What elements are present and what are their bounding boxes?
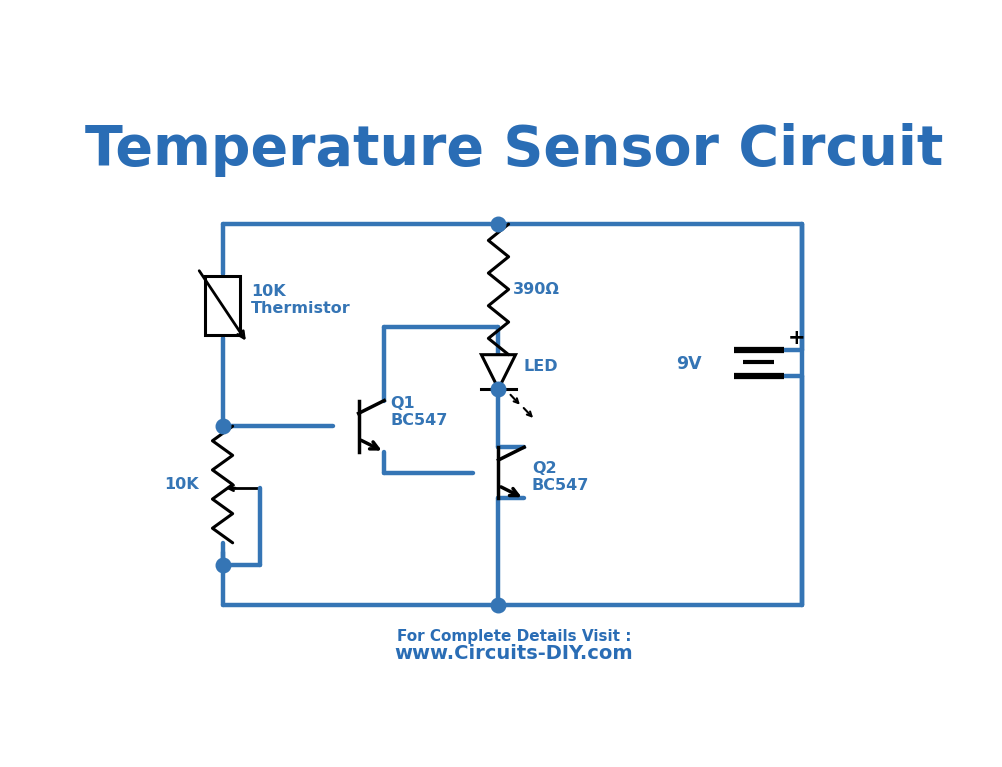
Text: 10K
Thermistor: 10K Thermistor <box>252 284 351 317</box>
Point <box>214 558 230 571</box>
Bar <box>205 276 239 335</box>
Text: For Complete Details Visit :: For Complete Details Visit : <box>397 629 630 644</box>
Point <box>490 383 506 395</box>
Text: LED: LED <box>523 359 557 374</box>
Text: www.Circuits-DIY.com: www.Circuits-DIY.com <box>395 644 632 663</box>
Text: +: + <box>787 328 805 348</box>
Polygon shape <box>481 354 515 389</box>
Point <box>490 218 506 230</box>
Text: Q2
BC547: Q2 BC547 <box>531 460 589 493</box>
Text: Q1
BC547: Q1 BC547 <box>390 396 447 429</box>
Text: 10K: 10K <box>164 477 198 492</box>
Text: 9V: 9V <box>675 355 700 373</box>
Point <box>214 420 230 433</box>
Point <box>490 599 506 611</box>
Text: 390Ω: 390Ω <box>512 282 559 297</box>
Text: Temperature Sensor Circuit: Temperature Sensor Circuit <box>85 123 942 177</box>
